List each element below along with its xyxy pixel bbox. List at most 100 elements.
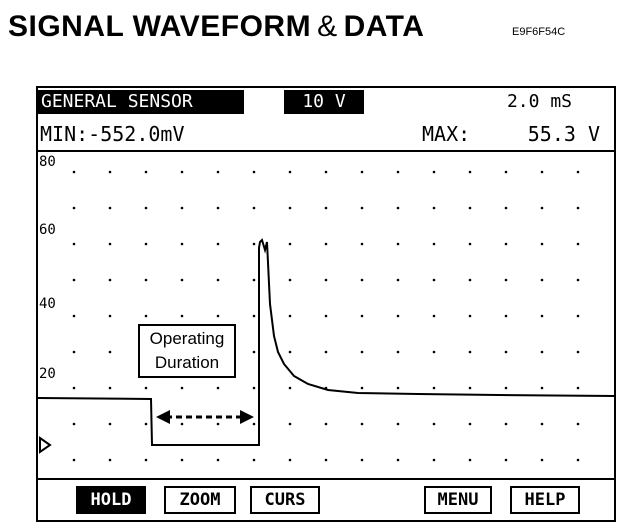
grid-dot [72, 242, 76, 246]
grid-dot [180, 386, 184, 390]
waveform-svg [38, 170, 614, 462]
grid-dot [504, 206, 508, 210]
grid-dot [468, 422, 472, 426]
grid-dot [324, 170, 328, 174]
help-button[interactable]: HELP [510, 486, 580, 514]
grid-dot [288, 206, 292, 210]
grid-dot [432, 278, 436, 282]
menu-button[interactable]: MENU [424, 486, 492, 514]
grid-dot [576, 350, 580, 354]
hold-button[interactable]: HOLD [76, 486, 146, 514]
grid-dot [396, 242, 400, 246]
grid-dot [288, 386, 292, 390]
grid-dot [144, 278, 148, 282]
grid-dot [396, 170, 400, 174]
grid-dot [396, 206, 400, 210]
grid-dot [180, 170, 184, 174]
grid-dot [180, 422, 184, 426]
grid-dot [72, 314, 76, 318]
grid-dot [180, 278, 184, 282]
grid-dot [540, 278, 544, 282]
trigger-arrow-icon [39, 436, 52, 454]
doc-title-main: SIGNAL WAVEFORM [8, 10, 312, 43]
grid-dot [72, 278, 76, 282]
grid-dot [504, 170, 508, 174]
grid-dot [288, 278, 292, 282]
grid-dot [540, 242, 544, 246]
grid-dot [540, 422, 544, 426]
grid-dot [72, 170, 76, 174]
grid-dot [324, 458, 328, 462]
grid-dot [252, 314, 256, 318]
grid-dot [360, 422, 364, 426]
grid-dot [432, 422, 436, 426]
cursor-button[interactable]: CURS [250, 486, 320, 514]
doc-title-data: DATA [343, 10, 425, 43]
grid-dot [540, 314, 544, 318]
grid-dot [288, 314, 292, 318]
grid-dots [72, 170, 580, 462]
grid-dot [108, 206, 112, 210]
grid-dot [252, 350, 256, 354]
grid-dot [180, 242, 184, 246]
grid-dot [108, 170, 112, 174]
grid-dot [252, 170, 256, 174]
grid-dot [468, 458, 472, 462]
grid-dot [576, 314, 580, 318]
grid-dot [252, 458, 256, 462]
grid-dot [144, 206, 148, 210]
grid-dot [360, 206, 364, 210]
grid-dot [144, 458, 148, 462]
volt-range[interactable]: 10 V [284, 90, 364, 114]
grid-dot [72, 386, 76, 390]
grid-dot [108, 458, 112, 462]
grid-dot [144, 170, 148, 174]
grid-dot [468, 206, 472, 210]
softkey-bar: HOLD ZOOM CURS MENU HELP [38, 478, 614, 520]
grid-dot [324, 242, 328, 246]
y-tick-80: 80 [39, 154, 56, 170]
grid-dot [360, 314, 364, 318]
grid-dot [360, 386, 364, 390]
grid-dot [468, 242, 472, 246]
grid-dot [396, 458, 400, 462]
grid-dot [360, 350, 364, 354]
operating-duration-callout: Operating Duration [138, 324, 236, 378]
grid-dot [216, 206, 220, 210]
grid-dot [540, 206, 544, 210]
grid-dot [468, 278, 472, 282]
grid-dot [432, 350, 436, 354]
doc-title: SIGNAL WAVEFORM & DATA [8, 10, 424, 44]
grid-dot [360, 170, 364, 174]
grid-dot [504, 422, 508, 426]
grid-dot [540, 350, 544, 354]
zoom-button[interactable]: ZOOM [164, 486, 236, 514]
grid-dot [504, 242, 508, 246]
callout-line-2: Duration [154, 353, 220, 372]
grid-dot [324, 314, 328, 318]
grid-dot [396, 350, 400, 354]
grid-dot [324, 278, 328, 282]
grid-dot [432, 458, 436, 462]
grid-dot [576, 170, 580, 174]
grid-dot [504, 278, 508, 282]
grid-dot [576, 278, 580, 282]
grid-dot [216, 314, 220, 318]
grid-dot [72, 206, 76, 210]
grid-dot [144, 422, 148, 426]
grid-dot [324, 350, 328, 354]
timebase: 2.0 mS [506, 91, 572, 112]
grid-dot [504, 314, 508, 318]
grid-dot [396, 422, 400, 426]
grid-dot [576, 422, 580, 426]
doc-title-amp: & [317, 10, 338, 43]
grid-dot [108, 278, 112, 282]
grid-dot [216, 170, 220, 174]
waveform-trace [38, 238, 614, 446]
grid-dot [180, 458, 184, 462]
scope-screen: GENERAL SENSOR 10 V 2.0 mS MIN:-552.0mV … [36, 86, 616, 522]
grid-dot [324, 422, 328, 426]
grid-dot [216, 422, 220, 426]
grid-dot [252, 386, 256, 390]
sensor-label[interactable]: GENERAL SENSOR [38, 90, 244, 114]
